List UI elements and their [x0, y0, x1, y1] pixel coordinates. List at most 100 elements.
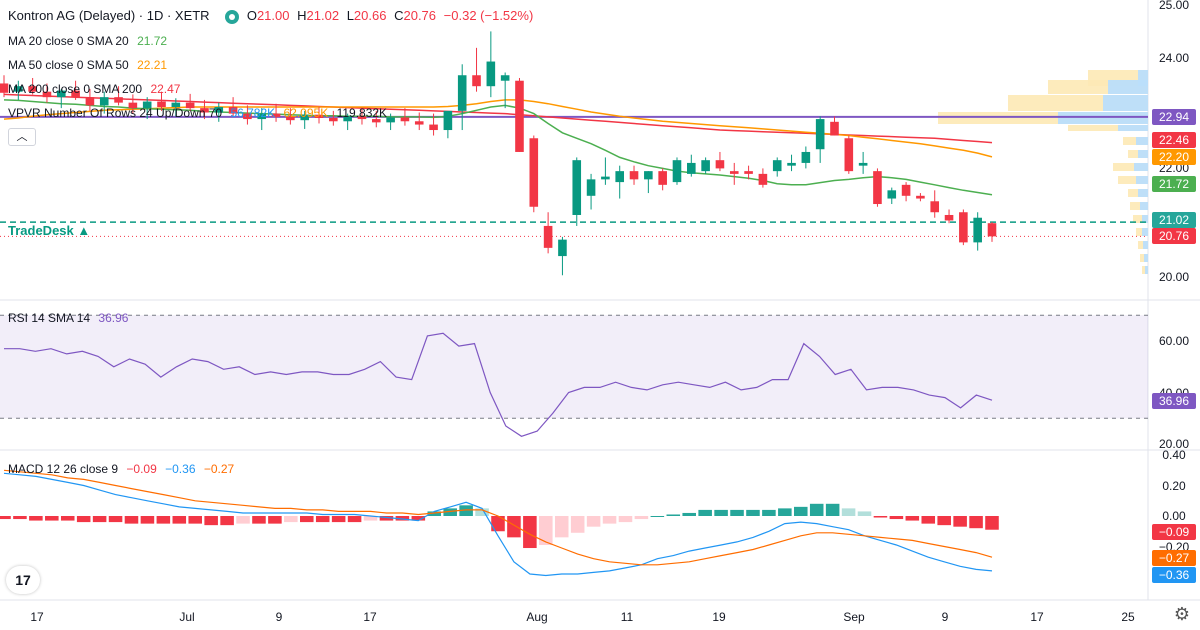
- macd-hist-bar-11: [172, 516, 187, 524]
- candle-body-25: [357, 116, 367, 120]
- macd-line-value: −0.36: [165, 462, 196, 476]
- macd-hist-bar-14: [220, 516, 234, 526]
- candle-body-64: [916, 195, 925, 199]
- macd-signal-value: −0.27: [203, 462, 235, 476]
- candle-body-9: [128, 102, 138, 109]
- tradedesk-label[interactable]: TradeDesk ▲: [8, 223, 91, 238]
- macd-hist-bar-2: [29, 516, 43, 521]
- time-tick-17-jul: 17: [363, 610, 377, 624]
- gear-icon[interactable]: ⚙: [1173, 604, 1190, 624]
- macd-legend[interactable]: MACD 12 26 close 9 −0.09 −0.36 −0.27: [8, 462, 239, 476]
- candle-body-54: [772, 160, 782, 172]
- low-value: 20.66: [353, 8, 387, 23]
- candle-body-18: [257, 113, 267, 120]
- price-tick-25: 25.00: [1158, 0, 1190, 12]
- macd-hist-bar-28: [443, 508, 457, 516]
- macd-hist-bar-30: [475, 508, 489, 516]
- candle-body-36: [515, 80, 524, 152]
- tradingview-logo-icon[interactable]: 17: [6, 566, 40, 594]
- macd-hist-bar-15: [236, 516, 250, 524]
- macd-hist-bar-0: [0, 516, 11, 520]
- macd-hist-bar-50: [794, 506, 808, 516]
- candle-body-44: [629, 171, 639, 180]
- macd-line-tag: −0.36: [1152, 567, 1196, 583]
- symbol-title[interactable]: Kontron AG (Delayed) · 1D · XETR: [8, 8, 210, 23]
- macd-hist-bar-47: [746, 509, 760, 516]
- vpvr-up-bar-14: [1144, 254, 1148, 262]
- candle-body-53: [758, 173, 768, 185]
- ma50-value: 22.21: [137, 58, 168, 72]
- rsi-tick-60: 60.00: [1158, 334, 1190, 348]
- candle-body-29: [414, 121, 424, 125]
- high-price-tag: 21.02: [1152, 212, 1196, 228]
- macd-hist-bar-19: [300, 516, 314, 523]
- time-tick-9-jul: 9: [275, 610, 283, 624]
- price-tick-24: 24.00: [1158, 51, 1190, 65]
- vpvr-up-bar-4: [1118, 125, 1148, 131]
- candle-body-56: [801, 151, 811, 163]
- macd-hist-bar-32: [507, 516, 521, 538]
- macd-tick-0.40: 0.40: [1162, 448, 1186, 462]
- time-tick-jul: Jul: [179, 610, 195, 624]
- candle-body-21: [300, 114, 309, 121]
- macd-hist-bar-51: [809, 503, 824, 516]
- high-label: H: [297, 8, 307, 23]
- macd-hist-bar-48: [762, 509, 776, 516]
- candle-body-35: [500, 75, 510, 81]
- collapse-legend-button[interactable]: ︿: [8, 128, 36, 146]
- candle-body-49: [701, 160, 710, 172]
- macd-hist-tag: −0.09: [1152, 524, 1196, 540]
- vpvr-bar-11: [1133, 215, 1148, 223]
- macd-tick-0.20: 0.20: [1162, 479, 1186, 493]
- candle-body-28: [400, 117, 410, 122]
- macd-hist-bar-6: [92, 516, 107, 523]
- macd-hist-bar-36: [570, 516, 585, 533]
- candle-body-6: [85, 97, 95, 106]
- chevron-up-icon: ︿: [16, 131, 28, 143]
- candle-body-26: [371, 119, 381, 123]
- vpvr-label: VPVR Number Of Rows 24 Up/Down 70: [8, 106, 223, 120]
- candle-body-31: [443, 110, 453, 131]
- candle-body-40: [572, 160, 582, 215]
- chart-header: Kontron AG (Delayed) · 1D · XETR O21.00 …: [8, 8, 537, 24]
- candle-body-27: [386, 117, 395, 123]
- candle-body-43: [615, 171, 625, 183]
- macd-hist-bar-53: [841, 508, 856, 516]
- vpvr-bar-10: [1130, 202, 1148, 210]
- candle-body-58: [830, 121, 839, 136]
- vpvr-value-2: 62.095K: [283, 106, 329, 120]
- macd-hist-bar-39: [618, 516, 633, 523]
- ma20-legend[interactable]: MA 20 close 0 SMA 20 21.72: [8, 34, 172, 48]
- vpvr-up-bar-12: [1142, 228, 1148, 236]
- macd-hist-bar-9: [140, 516, 155, 524]
- last-price-tag: 20.76: [1152, 228, 1196, 244]
- candle-body-52: [744, 171, 753, 174]
- macd-hist-bar-33: [523, 516, 537, 549]
- time-tick-11-aug: 11: [620, 610, 634, 624]
- macd-hist-bar-22: [347, 516, 362, 523]
- vpvr-value-1: 56.782K: [230, 106, 276, 120]
- macd-hist-bar-59: [937, 516, 951, 526]
- macd-hist-bar-13: [204, 516, 218, 526]
- candle-body-69: [987, 223, 997, 237]
- candle-body-51: [729, 171, 739, 174]
- vpvr-up-bar-2: [1103, 95, 1148, 111]
- candle-body-4: [56, 90, 66, 98]
- rsi-line: [4, 332, 993, 437]
- ma200-label: MA 200 close 0 SMA 200: [8, 82, 143, 96]
- macd-hist-bar-57: [905, 516, 920, 521]
- macd-hist-bar-3: [45, 516, 59, 521]
- candle-body-66: [944, 214, 954, 221]
- vpvr-legend[interactable]: VPVR Number Of Rows 24 Up/Down 70 56.782…: [8, 106, 392, 120]
- candle-body-17: [243, 113, 252, 120]
- rsi-legend[interactable]: RSI 14 SMA 14 36.96: [8, 311, 133, 325]
- macd-hist-bar-62: [985, 516, 999, 530]
- candle-body-57: [815, 119, 825, 150]
- candle-body-11: [157, 101, 166, 108]
- vpvr-value-3: 119.832K: [336, 106, 388, 120]
- macd-hist-bar-5: [76, 516, 91, 523]
- ma200-legend[interactable]: MA 200 close 0 SMA 200 22.47: [8, 82, 185, 96]
- ma50-legend[interactable]: MA 50 close 0 SMA 50 22.21: [8, 58, 172, 72]
- time-tick-aug: Aug: [526, 610, 548, 624]
